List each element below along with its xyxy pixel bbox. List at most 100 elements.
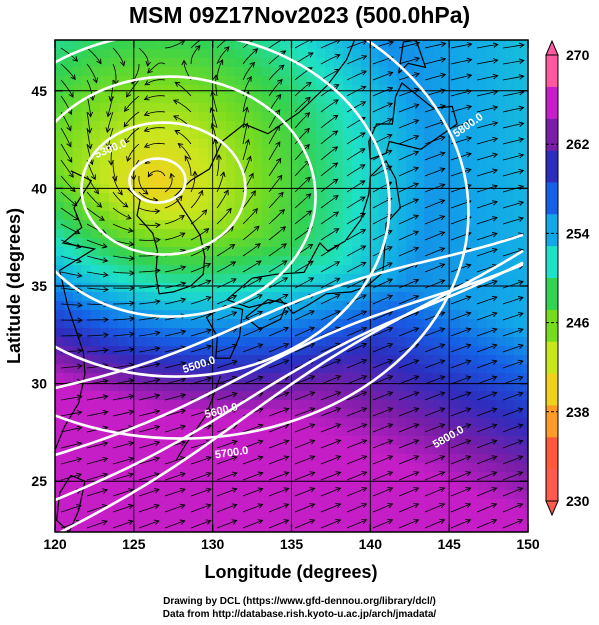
wind-arrowhead — [304, 143, 310, 150]
streamline — [320, 228, 339, 241]
streamline — [112, 442, 134, 449]
streamline — [86, 143, 93, 165]
streamline — [211, 91, 218, 113]
streamline — [346, 471, 367, 481]
wind-arrowhead — [413, 423, 420, 429]
wind-arrowhead — [334, 310, 341, 316]
wind-arrowhead — [154, 456, 160, 462]
streamline — [86, 334, 109, 337]
streamline — [294, 327, 315, 337]
wind-arrowhead — [257, 327, 264, 333]
streamline — [60, 143, 73, 163]
wind-arrowhead — [305, 193, 312, 199]
wind-arrowhead — [105, 127, 111, 134]
wind-arrowhead — [361, 439, 368, 445]
wind-arrowhead — [305, 176, 311, 183]
streamline — [346, 391, 367, 401]
wind-arrowhead — [231, 471, 238, 477]
streamline — [174, 81, 192, 97]
streamline — [60, 175, 76, 192]
wind-arrowhead — [332, 146, 339, 152]
streamline — [398, 215, 419, 225]
wind-arrowhead — [360, 245, 367, 251]
streamline — [346, 359, 367, 369]
wind-arrowhead — [361, 503, 368, 509]
streamline — [346, 327, 367, 337]
streamline — [450, 503, 471, 513]
wind-arrowhead — [180, 329, 187, 335]
streamline — [424, 392, 445, 401]
wind-arrowhead — [413, 391, 420, 397]
wind-arrowhead — [277, 174, 283, 181]
wind-arrowhead — [275, 93, 282, 100]
wind-arrowhead — [206, 344, 212, 350]
colorbar-segment — [546, 150, 558, 183]
streamline — [294, 391, 315, 401]
colorbar-segment — [546, 373, 558, 406]
y-tick-label: 40 — [31, 180, 47, 196]
wind-arrowhead — [335, 358, 342, 365]
x-tick-labels: 120 125 130 135 140 145 150 — [43, 536, 540, 552]
streamline — [502, 75, 524, 81]
streamline — [60, 427, 82, 433]
streamline — [450, 487, 471, 497]
streamline — [216, 295, 237, 305]
streamline — [242, 277, 262, 289]
wind-arrowhead — [361, 54, 368, 61]
height-contour — [55, 263, 524, 457]
wind-arrowhead — [218, 59, 224, 65]
streamline — [320, 114, 338, 129]
wind-arrowhead — [67, 157, 73, 163]
streamline — [86, 442, 108, 449]
wind-arrowhead — [517, 296, 524, 302]
streamline — [87, 319, 109, 321]
streamline — [372, 423, 393, 433]
wind-arrowhead — [129, 285, 135, 291]
streamline — [216, 440, 238, 449]
x-axis-label: Longitude (degrees) — [204, 562, 377, 582]
chart-title: MSM 09Z17Nov2023 (500.0hPa) — [128, 2, 471, 28]
wind-arrowhead — [74, 229, 81, 235]
wind-arrowhead — [68, 92, 74, 98]
streamline — [424, 120, 446, 129]
wind-arrowhead — [172, 99, 179, 105]
wind-arrowhead — [413, 278, 420, 284]
streamline — [398, 487, 419, 497]
wind-arrowhead — [309, 471, 316, 477]
wind-arrowhead — [154, 299, 161, 305]
wind-arrowhead — [333, 244, 340, 250]
streamline — [215, 75, 218, 97]
streamline — [112, 489, 134, 497]
streamline — [346, 519, 367, 529]
streamline — [450, 376, 471, 385]
wind-arrowhead — [309, 326, 316, 332]
streamline — [398, 279, 419, 289]
wind-arrowhead — [413, 327, 420, 333]
wind-arrowhead — [465, 471, 472, 477]
streamline — [268, 158, 282, 177]
wind-arrowhead — [332, 162, 339, 168]
wind-arrowhead — [360, 294, 367, 300]
wind-arrowhead — [230, 278, 237, 284]
streamline — [60, 207, 79, 221]
streamline — [346, 196, 366, 209]
streamline — [372, 487, 393, 497]
streamline — [216, 59, 223, 81]
wind-arrowhead — [128, 393, 135, 400]
colorbar-tick-label: 238 — [566, 404, 590, 420]
streamline — [216, 190, 229, 209]
streamline — [398, 231, 419, 241]
wind-arrowhead — [283, 519, 290, 525]
wind-arrowhead — [231, 311, 238, 317]
streamline — [398, 295, 419, 305]
wind-arrowhead — [89, 95, 96, 102]
colorbar-labels: 270 262 254 246 238 230 — [566, 47, 590, 509]
wind-arrowhead — [87, 143, 93, 150]
streamline — [138, 269, 160, 273]
streamline — [242, 107, 248, 129]
height-contour — [55, 40, 391, 378]
streamline — [398, 199, 419, 209]
streamline — [294, 456, 315, 465]
wind-arrowhead — [335, 407, 342, 413]
